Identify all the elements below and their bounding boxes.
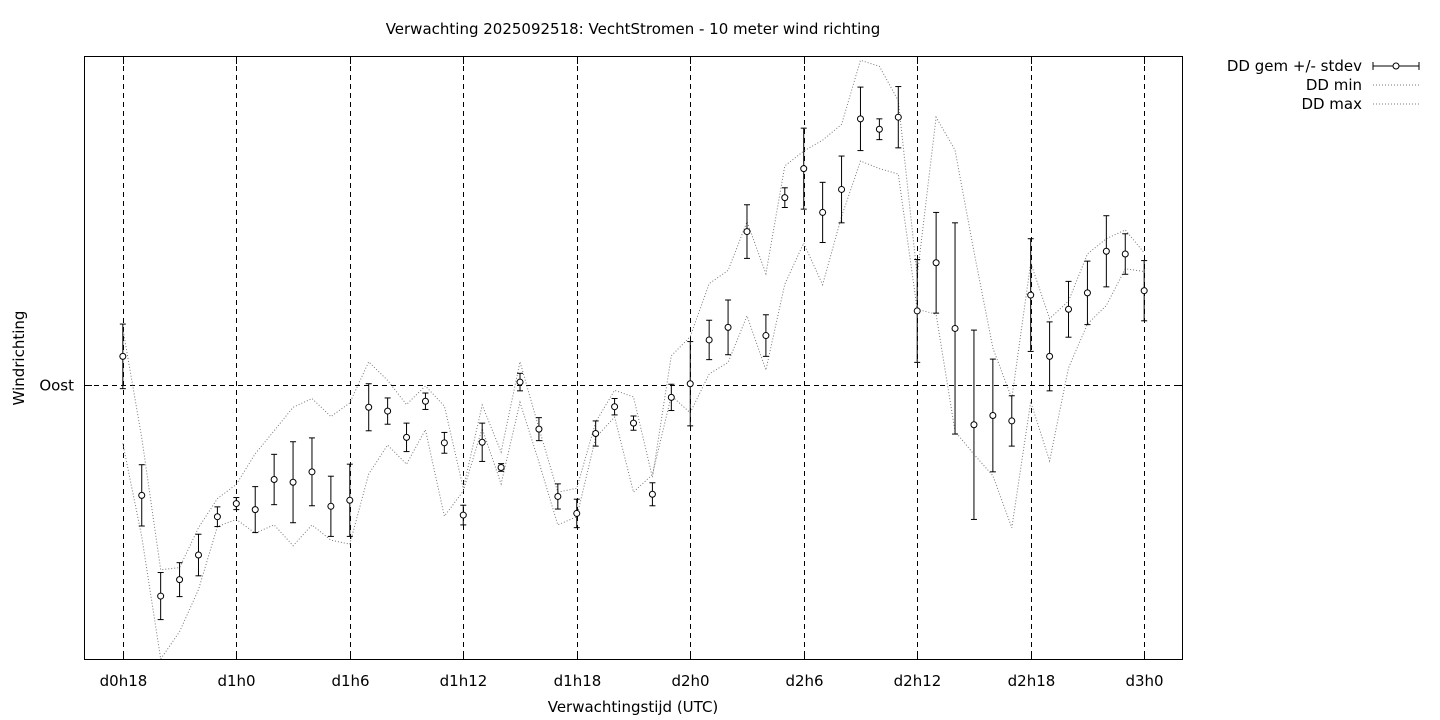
data-point — [138, 491, 146, 499]
data-point — [762, 332, 770, 340]
data-point — [611, 403, 619, 411]
data-point — [894, 113, 902, 121]
data-point — [648, 490, 656, 498]
data-point — [459, 511, 467, 519]
data-point — [535, 425, 543, 433]
x-tick-label: d2h6 — [785, 672, 823, 690]
x-axis-label: Verwachtingstijd (UTC) — [548, 698, 719, 716]
data-point — [1008, 417, 1016, 425]
data-point — [1046, 352, 1054, 360]
data-point — [1065, 305, 1073, 313]
legend-swatch-point — [1392, 62, 1400, 70]
data-point — [838, 185, 846, 193]
data-point — [289, 478, 297, 486]
data-point — [781, 194, 789, 202]
data-point — [270, 475, 278, 483]
x-tick-label: d1h0 — [217, 672, 255, 690]
grid-lines — [85, 57, 1182, 659]
x-tick-label: d1h12 — [440, 672, 488, 690]
data-point — [497, 463, 505, 471]
x-tick-label: d3h0 — [1125, 672, 1163, 690]
series-line-dd-max — [122, 59, 1145, 571]
x-axis-ticks: d0h18 d1h0 d1h6 d1h12 d1h18 d2h0 d2h6 d2h12 d2h1… — [100, 57, 1164, 690]
x-tick-label: d2h18 — [1008, 672, 1056, 690]
data-point — [1121, 250, 1129, 258]
data-point — [1083, 289, 1091, 297]
legend-label: DD gem +/- stdev — [1227, 57, 1362, 75]
data-point — [630, 419, 637, 427]
chart-title: Verwachting 2025092518: VechtStromen - 1… — [386, 20, 881, 38]
data-point — [875, 125, 883, 133]
data-point — [327, 502, 335, 510]
data-point — [1102, 247, 1110, 255]
data-point — [194, 551, 202, 559]
data-point — [932, 259, 940, 267]
data-point — [970, 421, 978, 429]
data-point — [573, 509, 581, 517]
data-point — [554, 492, 562, 500]
data-point — [856, 115, 864, 123]
y-axis-ticks: Oost — [39, 377, 1182, 395]
data-point — [157, 592, 165, 600]
data-point — [308, 468, 316, 476]
data-point — [686, 380, 694, 388]
data-point — [213, 513, 221, 521]
data-point — [592, 430, 600, 438]
data-point — [989, 411, 997, 419]
y-axis-label: Windrichting — [10, 311, 28, 406]
data-point — [1027, 291, 1035, 299]
data-point — [1140, 287, 1148, 295]
x-tick-label: d2h12 — [894, 672, 942, 690]
data-point — [705, 336, 713, 344]
data-point — [403, 433, 411, 441]
data-point — [667, 393, 675, 401]
plot-area — [119, 59, 1148, 659]
data-point — [440, 439, 448, 447]
legend-label: DD min — [1306, 76, 1362, 94]
x-tick-label: d2h0 — [671, 672, 709, 690]
data-point — [913, 307, 921, 315]
data-point — [951, 324, 959, 332]
data-point — [724, 323, 732, 331]
data-point — [119, 352, 127, 360]
data-point — [232, 500, 240, 508]
data-point — [800, 165, 808, 173]
data-point — [176, 576, 184, 584]
data-point — [251, 506, 259, 514]
data-point — [819, 208, 827, 216]
data-point — [346, 496, 354, 504]
data-point — [516, 378, 524, 386]
x-tick-label: d1h6 — [331, 672, 369, 690]
data-point — [365, 403, 373, 411]
x-tick-label: d0h18 — [100, 672, 148, 690]
series-line-dd-min — [122, 160, 1145, 659]
y-tick-label: Oost — [39, 377, 74, 395]
plot-frame — [84, 56, 1183, 660]
data-point — [478, 438, 486, 446]
data-point — [743, 228, 751, 236]
x-tick-label: d1h18 — [554, 672, 602, 690]
data-point — [421, 397, 429, 405]
data-point — [384, 407, 392, 415]
legend-label: DD max — [1301, 95, 1362, 113]
